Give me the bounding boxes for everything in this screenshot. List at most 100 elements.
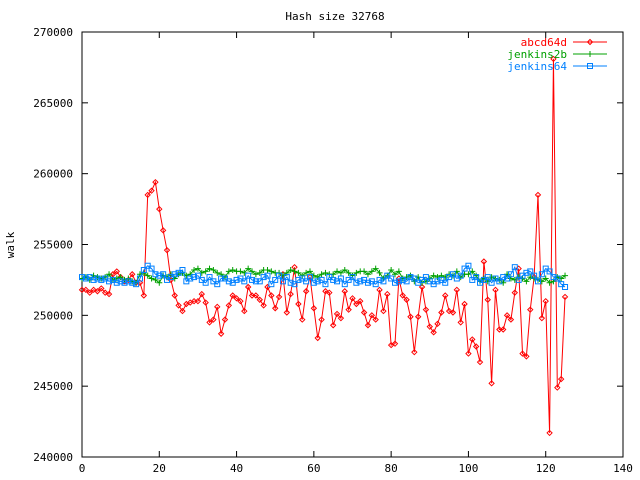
series-abcd64d [78,55,569,437]
data-point-jenkins2b [249,268,256,275]
data-point-abcd64d [179,307,186,315]
data-point-jenkins2b [345,269,352,276]
data-point-abcd64d [511,289,519,296]
data-point-jenkins64 [473,274,480,281]
data-point-jenkins64 [283,274,290,281]
data-point-jenkins2b [523,278,530,285]
series-line-abcd64d [82,58,566,433]
data-point-abcd64d [171,292,178,299]
data-point-jenkins2b [237,268,244,275]
data-point-abcd64d [414,313,422,320]
data-point-jenkins64 [392,279,399,286]
data-point-jenkins2b [291,268,298,275]
data-point-abcd64d [194,297,202,305]
chart-title: Hash size 32768 [285,10,384,23]
data-point-jenkins64 [546,268,553,275]
data-point-abcd64d [527,306,534,313]
data-point-jenkins64 [306,274,313,281]
data-point-jenkins64 [264,272,271,279]
data-point-jenkins64 [106,278,113,285]
data-point-jenkins2b [156,279,163,286]
data-point-abcd64d [499,326,507,333]
data-point-abcd64d [449,309,457,316]
data-point-abcd64d [159,227,167,234]
data-point-abcd64d [314,334,321,342]
data-point-jenkins64 [515,276,522,283]
data-point-abcd64d [422,306,430,313]
data-point-jenkins2b [488,274,495,281]
data-point-abcd64d [523,353,530,360]
data-point-abcd64d [368,312,376,319]
data-point-jenkins64 [504,275,511,282]
data-point-jenkins64 [136,275,143,282]
legend-label: abcd64d [521,36,567,49]
data-point-jenkins64 [133,281,140,288]
data-point-jenkins64 [214,281,221,288]
x-tick-label: 140 [613,462,633,475]
data-point-abcd64d [105,290,113,298]
data-point-jenkins64 [411,275,418,282]
data-point-jenkins64 [256,278,263,285]
data-point-jenkins2b [306,268,313,275]
data-point-jenkins64 [380,278,387,285]
legend-swatch-marker [587,63,593,69]
data-point-jenkins64 [171,271,178,278]
data-point-jenkins64 [140,267,147,273]
data-point-jenkins64 [276,272,283,279]
data-point-jenkins64 [148,265,155,272]
data-point-jenkins2b [322,269,329,276]
data-point-jenkins64 [82,275,89,282]
y-tick-label: 245000 [33,380,73,393]
data-point-jenkins64 [531,272,538,279]
data-point-abcd64d [94,288,101,295]
data-point-jenkins64 [90,276,97,283]
x-tick-label: 60 [307,462,320,475]
legend-item-jenkins2b: jenkins2b [507,48,607,61]
data-point-abcd64d [333,310,341,318]
data-point-jenkins64 [152,271,159,278]
data-point-jenkins64 [538,271,545,278]
data-point-abcd64d [275,293,283,301]
data-point-jenkins64 [403,278,410,285]
data-point-jenkins64 [314,278,321,285]
data-point-abcd64d [156,205,163,213]
data-point-jenkins64 [527,268,534,275]
data-point-jenkins2b [361,268,368,275]
data-point-abcd64d [322,288,329,295]
data-point-jenkins64 [376,276,383,283]
data-point-jenkins64 [388,275,395,282]
data-point-jenkins64 [179,267,186,273]
plot-frame [81,31,624,458]
data-point-jenkins64 [349,274,356,281]
data-point-jenkins2b [144,272,151,279]
data-point-abcd64d [364,322,372,329]
data-point-jenkins2b [500,279,507,286]
data-point-abcd64d [90,286,97,294]
data-point-jenkins64 [194,272,201,279]
data-point-jenkins64 [550,274,557,281]
data-point-jenkins64 [117,278,124,285]
data-point-abcd64d [202,299,209,306]
data-point-abcd64d [341,288,348,295]
data-point-abcd64d [82,286,90,294]
data-point-abcd64d [241,307,248,315]
data-point-abcd64d [337,314,345,322]
y-tick-label: 260000 [33,168,73,181]
data-point-abcd64d [426,323,433,330]
data-point-abcd64d [488,380,495,387]
data-point-abcd64d [469,336,476,343]
data-point-jenkins64 [484,274,491,281]
data-point-jenkins64 [330,276,337,283]
data-point-jenkins64 [399,276,406,283]
data-point-jenkins2b [295,269,302,276]
data-point-jenkins2b [310,272,317,279]
x-tick-label: 120 [536,462,556,475]
legend-label: jenkins64 [507,60,567,73]
data-point-abcd64d [380,307,387,315]
data-point-abcd64d [554,384,561,391]
data-point-jenkins64 [218,275,225,282]
data-point-jenkins64 [322,281,329,288]
data-point-jenkins64 [295,276,302,283]
data-point-jenkins2b [353,269,360,276]
data-point-jenkins64 [488,279,495,286]
